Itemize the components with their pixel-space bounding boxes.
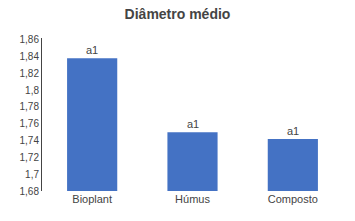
svg-text:1,7: 1,7: [25, 169, 39, 180]
svg-text:1,78: 1,78: [20, 101, 40, 112]
svg-text:1,84: 1,84: [20, 51, 40, 62]
svg-text:Composto: Composto: [268, 193, 318, 205]
svg-text:a1: a1: [187, 118, 199, 130]
svg-text:1,82: 1,82: [20, 68, 40, 79]
svg-text:Húmus: Húmus: [175, 193, 210, 205]
svg-text:1,72: 1,72: [20, 152, 40, 163]
svg-text:1,86: 1,86: [20, 34, 40, 45]
svg-text:Bioplant: Bioplant: [72, 193, 112, 205]
svg-text:a1: a1: [287, 125, 299, 137]
svg-text:Diâmetro médio: Diâmetro médio: [125, 6, 231, 22]
svg-text:1,76: 1,76: [20, 118, 40, 129]
svg-text:1,8: 1,8: [25, 85, 39, 96]
svg-text:1,68: 1,68: [20, 186, 40, 197]
svg-text:a1: a1: [86, 44, 98, 56]
svg-text:1,74: 1,74: [20, 135, 40, 146]
